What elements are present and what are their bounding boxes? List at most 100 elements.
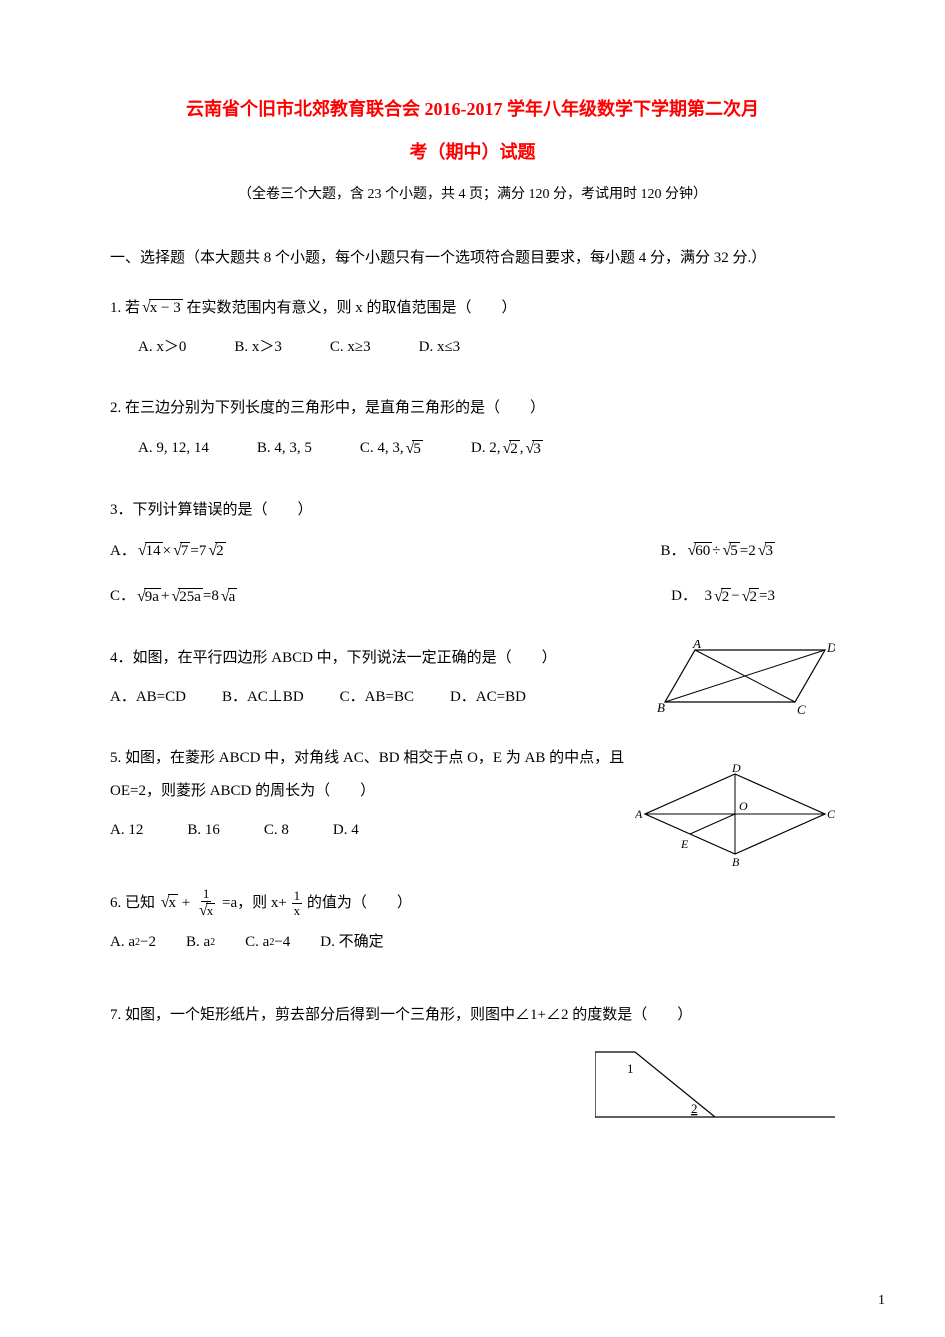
q1-stem-pre: 1. 若 [110, 300, 140, 316]
q7-label-1: 1 [627, 1061, 634, 1076]
fraction-icon: 1 x [195, 887, 217, 920]
q3-option-a: A． 14 × 7 =7 2 [110, 533, 226, 568]
q3-c-r3: a [228, 588, 238, 606]
q3-b-r1: 60 [694, 542, 712, 560]
q3-b-r3: 3 [765, 542, 776, 560]
q6-f1-den: x [195, 902, 217, 920]
sqrt-icon: 3 [756, 533, 775, 568]
q6-b-t: B. a [186, 926, 210, 959]
q6-stem: 6. 已知 x + 1 x =a，则 x+ 1 x 的值为（ ） [110, 885, 835, 920]
q4-label-a: A [692, 640, 701, 651]
sqrt-icon: 5 [404, 431, 423, 466]
q4-label-b: B [657, 700, 665, 715]
q3-c-r1: 9a [144, 588, 161, 606]
question-6: 6. 已知 x + 1 x =a，则 x+ 1 x 的值为（ ） A. a2−2… [110, 885, 835, 959]
q3-d-mid: − [731, 580, 739, 613]
q5-option-b: B. 16 [187, 814, 220, 847]
q3-option-b: B． 60 ÷ 5 =2 3 [660, 533, 775, 568]
q6-option-b: B. a2 [186, 926, 215, 959]
q5-label-b: B [732, 855, 740, 869]
q1-options: A. x＞0 B. x＞3 C. x≥3 D. x≤3 [110, 331, 835, 364]
q2-d-rad1: 2 [509, 440, 520, 458]
q6-a-t: A. a [110, 926, 135, 959]
q2-c-pre: C. 4, 3, [360, 432, 404, 465]
q1-radicand: x − 3 [149, 299, 183, 317]
q5-option-a: A. 12 [110, 814, 143, 847]
sqrt-icon: 60 [685, 533, 712, 568]
q6-c-t: C. a [245, 926, 269, 959]
q3-d-eq: =3 [759, 580, 775, 613]
question-2: 2. 在三边分别为下列长度的三角形中，是直角三角形的是（ ） A. 9, 12,… [110, 392, 835, 466]
q2-d-pre: D. 2, [471, 432, 501, 465]
q3-d-r2: 2 [749, 588, 760, 606]
sqrt-icon: 2 [712, 579, 731, 614]
q6-f2-den: x [292, 904, 303, 918]
question-7: 7. 如图，一个矩形纸片，剪去部分后得到一个三角形，则图中∠1+∠2 的度数是（… [110, 999, 835, 1032]
q3-c-pre: C． [110, 580, 135, 613]
sqrt-icon: x [159, 885, 178, 920]
q6-rad1: x [168, 894, 179, 912]
cut-rectangle-figure: 1 2 [595, 1047, 835, 1127]
q1-stem: 1. 若 x − 3 在实数范围内有意义，则 x 的取值范围是（ ） [110, 290, 835, 325]
q5-label-c: C [827, 807, 835, 821]
q3-b-pre: B． [660, 535, 685, 568]
sqrt-icon: 14 [136, 533, 163, 568]
question-5: D A C B O E 5. 如图，在菱形 ABCD 中，对角线 AC、BD 相… [110, 742, 835, 847]
q3-row2: C． 9a + 25a =8 a D． 3 2 − 2 =3 [110, 579, 835, 614]
q6-eqa: =a，则 x+ [222, 895, 287, 911]
q5-label-o: O [739, 799, 748, 813]
q4-option-c: C．AB=BC [340, 681, 414, 714]
q6-c-tail: −4 [274, 926, 290, 959]
q4-label-d: D [826, 640, 835, 655]
q1-option-b: B. x＞3 [234, 331, 282, 364]
q1-option-a: A. x＞0 [138, 331, 186, 364]
question-3: 3．下列计算错误的是（ ） A． 14 × 7 =7 2 B． 60 ÷ 5 =… [110, 494, 835, 613]
sqrt-icon: 2 [206, 533, 225, 568]
parallelogram-figure: A D B C [655, 640, 835, 720]
q3-d-pre: D． 3 [671, 580, 712, 613]
q6-option-c: C. a2−4 [245, 926, 290, 959]
q4-option-d: D．AC=BD [450, 681, 526, 714]
q3-b-eq: =2 [740, 535, 756, 568]
q5-option-c: C. 8 [264, 814, 289, 847]
sqrt-icon: 2 [740, 579, 759, 614]
section-1-header: 一、选择题（本大题共 8 个小题，每个小题只有一个选项符合题目要求，每小题 4 … [110, 244, 835, 273]
q4-option-a: A．AB=CD [110, 681, 186, 714]
q3-a-eq: =7 [190, 535, 206, 568]
q6-a-tail: −2 [140, 926, 156, 959]
q3-option-d: D． 3 2 − 2 =3 [671, 579, 775, 614]
q3-a-r1: 14 [145, 542, 163, 560]
sqrt-icon: 5 [720, 533, 739, 568]
q2-option-b: B. 4, 3, 5 [257, 431, 312, 466]
q2-option-d: D. 2, 2 , 3 [471, 431, 543, 466]
q5-label-d: D [731, 764, 741, 775]
exam-subtitle: （全卷三个大题，含 23 个小题，共 4 页；满分 120 分，考试用时 120… [110, 182, 835, 207]
q1-option-d: D. x≤3 [419, 331, 461, 364]
q3-row1: A． 14 × 7 =7 2 B． 60 ÷ 5 =2 3 [110, 533, 835, 568]
rhombus-figure: D A C B O E [635, 764, 835, 869]
sqrt-icon: x − 3 [140, 290, 183, 325]
q3-option-c: C． 9a + 25a =8 a [110, 579, 237, 614]
q4-label-c: C [797, 702, 806, 717]
sqrt-icon: x [197, 902, 215, 920]
q6-plus1: + [182, 895, 190, 911]
q4-option-b: B．AC⊥BD [222, 681, 304, 714]
q3-a-r2: 7 [180, 542, 191, 560]
q2-option-c: C. 4, 3, 5 [360, 431, 423, 466]
q6-post: 的值为（ ） [307, 895, 412, 911]
q7-label-2: 2 [691, 1101, 698, 1116]
sqrt-icon: 9a [135, 579, 161, 614]
q2-option-a: A. 9, 12, 14 [138, 431, 209, 466]
q2-d-rad2: 3 [532, 440, 543, 458]
q6-f1-num: 1 [201, 887, 212, 902]
q1-stem-post: 在实数范围内有意义，则 x 的取值范围是（ ） [183, 300, 517, 316]
q3-c-eq: =8 [203, 580, 219, 613]
sqrt-icon: 25a [169, 579, 202, 614]
q2-options: A. 9, 12, 14 B. 4, 3, 5 C. 4, 3, 5 D. 2,… [110, 431, 835, 466]
q3-a-pre: A． [110, 535, 136, 568]
q6-f1-den-rad: x [206, 903, 216, 918]
page-number: 1 [878, 1293, 885, 1309]
q6-option-a: A. a2−2 [110, 926, 156, 959]
q6-option-d: D. 不确定 [320, 926, 383, 959]
q1-option-c: C. x≥3 [330, 331, 371, 364]
